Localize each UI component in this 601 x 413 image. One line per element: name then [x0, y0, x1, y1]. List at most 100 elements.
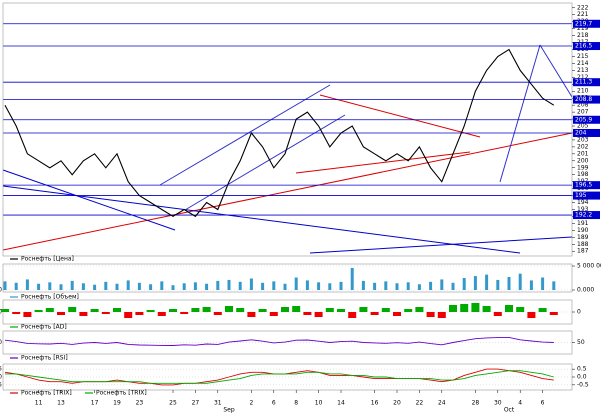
- trend-line: [319, 94, 481, 138]
- bar: [227, 279, 231, 290]
- legend-label: Роснефть [TRIX]: [21, 390, 72, 397]
- level-box: [573, 211, 600, 220]
- y-tick-label: 188: [577, 241, 589, 248]
- x-tick-label: 20: [393, 400, 401, 407]
- legend-label: Роснефть [AD]: [21, 324, 67, 331]
- y-tick-label: 190: [577, 227, 589, 234]
- bar: [169, 309, 177, 312]
- x-tick-label: 13: [57, 400, 65, 407]
- x-tick-label: 22: [416, 400, 424, 407]
- bar: [247, 312, 256, 317]
- y-tick-label: 221: [577, 11, 589, 18]
- level-label: 208.8: [575, 96, 592, 103]
- x-tick-label: 28: [472, 400, 480, 407]
- level-box: [573, 128, 600, 137]
- bar: [93, 284, 97, 290]
- series-line: [4, 336, 554, 346]
- pane-frame: [2, 2, 573, 257]
- bar: [325, 308, 334, 312]
- bar: [205, 283, 209, 290]
- bar: [505, 305, 513, 312]
- bar: [180, 312, 189, 314]
- x-tick-label: 17: [91, 400, 99, 407]
- bar: [337, 309, 345, 312]
- y-tick-label: 198: [577, 171, 589, 178]
- bar: [549, 312, 558, 315]
- bar: [57, 312, 65, 315]
- bar: [113, 308, 121, 312]
- y-tick-label: 218: [577, 32, 589, 39]
- bar: [305, 280, 309, 290]
- bar: [249, 278, 253, 290]
- bar: [529, 280, 533, 290]
- y-tick-label: 0: [577, 309, 581, 316]
- bar: [101, 312, 110, 314]
- x-tick-label: 27: [192, 400, 200, 407]
- bar: [359, 307, 368, 312]
- x-tick-label: 6: [272, 400, 276, 407]
- bar: [518, 273, 522, 290]
- bar: [160, 281, 164, 290]
- x-tick-label: 23: [136, 400, 144, 407]
- bar: [216, 280, 220, 290]
- x-tick-label: 25: [169, 400, 177, 407]
- bar: [348, 312, 357, 318]
- bar: [79, 312, 88, 316]
- bar: [473, 276, 477, 290]
- x-tick-label: 30: [494, 400, 502, 407]
- trend-line: [295, 151, 471, 174]
- bar: [381, 308, 390, 312]
- bar: [115, 283, 119, 290]
- y-tick-label: 0.5: [577, 366, 587, 373]
- bar: [496, 279, 500, 290]
- bar: [440, 279, 444, 290]
- bar: [59, 284, 63, 290]
- y-tick-label: 215: [577, 53, 589, 60]
- y-tick-label: 5 000 000: [577, 263, 601, 270]
- y-tick-label: 187: [577, 248, 589, 255]
- level-box: [573, 115, 600, 124]
- bar: [37, 283, 41, 290]
- trend-line: [2, 169, 176, 231]
- bar: [429, 281, 433, 290]
- level-label: 196.5: [575, 182, 592, 189]
- y-tick-label: 0.5: [0, 366, 2, 373]
- bar: [149, 284, 153, 290]
- bar: [314, 312, 323, 317]
- bar: [90, 309, 99, 312]
- x-tick-label: 2: [249, 400, 253, 407]
- trend-line: [184, 114, 346, 211]
- bar: [426, 312, 435, 317]
- bar: [482, 306, 491, 312]
- y-tick-label: 210: [577, 88, 589, 95]
- month-label: Oct: [504, 407, 515, 413]
- y-tick-label: 203: [577, 136, 589, 143]
- x-tick-label: 14: [337, 400, 345, 407]
- y-tick-label: 194: [577, 199, 589, 206]
- x-tick-label: 6: [541, 400, 545, 407]
- y-tick-label: 0.0: [0, 374, 2, 381]
- bar: [137, 282, 141, 290]
- bar: [171, 285, 175, 290]
- bar: [541, 277, 545, 290]
- trend-line: [159, 84, 331, 186]
- y-tick-label: 200: [577, 157, 589, 164]
- bar: [48, 282, 52, 290]
- series-line: [4, 48, 555, 218]
- y-tick-label: 222: [577, 4, 589, 11]
- bar: [126, 280, 130, 290]
- level-label: 204: [575, 129, 587, 136]
- bar: [384, 281, 388, 290]
- bar: [294, 277, 298, 290]
- level-label: 211.3: [575, 79, 592, 86]
- bar: [157, 312, 166, 316]
- y-tick-label: 219: [577, 25, 589, 32]
- legend-label: Роснефть [RSI]: [21, 355, 68, 362]
- bar: [451, 282, 455, 290]
- bar: [415, 307, 424, 312]
- bar: [328, 283, 332, 290]
- x-tick-label: 31: [214, 400, 222, 407]
- bar: [393, 312, 401, 316]
- bar: [317, 282, 321, 290]
